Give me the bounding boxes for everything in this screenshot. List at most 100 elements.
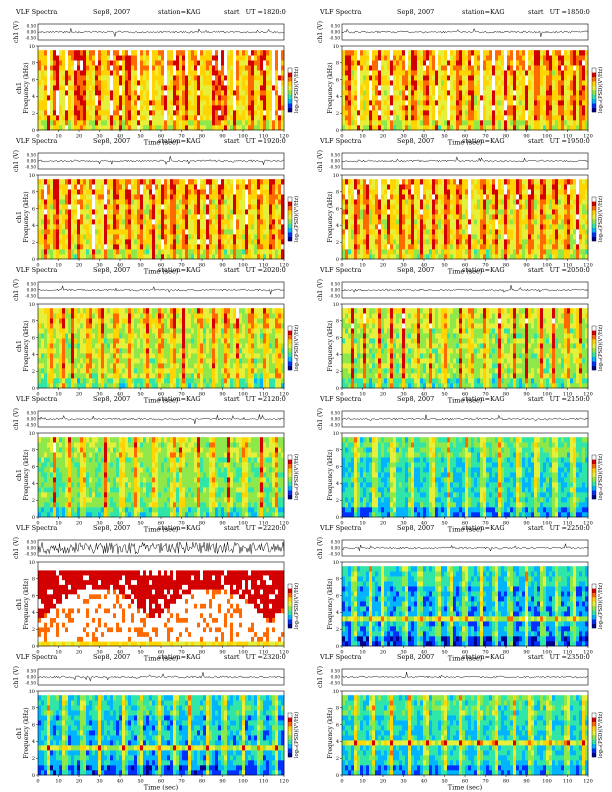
spectrogram-cell [191,105,195,111]
spectrogram-cell [354,50,358,56]
spectrogram-cell [345,224,349,230]
spectrogram-cell [531,125,535,131]
spectrogram-cell [74,75,78,81]
spectrogram-cell [402,184,406,190]
spectrogram-cell [56,65,60,71]
spectrogram-cell [447,60,451,66]
spectrogram-cell [495,234,499,240]
spectrogram-cell [125,65,129,71]
spectrogram-cell [89,214,93,220]
spectrogram-cell [483,50,487,56]
spectrogram-cell [203,219,207,225]
spectrogram-cell [110,249,114,255]
spectrogram-cell [77,249,81,255]
spectrogram-cell [462,189,466,195]
spectrogram-cell [369,70,373,76]
spectrogram-cell [432,194,436,200]
spectrogram-cell [134,95,138,101]
spectrogram-cell [191,85,195,91]
spectrogram-cell [170,60,174,66]
spectrogram-cell [348,179,352,185]
spectrogram-cell [381,199,385,205]
spectrogram-cell [402,204,406,210]
spectrogram-cell [224,90,228,96]
spectrogram-cell [411,85,415,91]
spectrogram-cell [570,80,574,86]
spectrogram-cell [116,204,120,210]
spectrogram-cell [125,254,129,260]
spectrogram-cell [101,244,105,250]
spectrogram-cell [257,100,261,106]
spectrogram-cell [405,199,409,205]
spectrogram-cell [71,50,75,56]
spectrogram-cell [384,55,388,61]
spectrogram-cell [453,95,457,101]
spectrogram-cell [218,209,222,215]
spectrogram-cell [92,85,96,91]
x-tick-label: 10 [55,134,61,140]
spectrogram-cell [369,229,373,235]
spectrogram-cell [98,75,102,81]
spectrogram-cell [411,70,415,76]
spectrogram-cell [351,75,355,81]
spectrogram-cell [170,70,174,76]
spectrogram-cell [65,229,69,235]
spectrogram-cell [221,194,225,200]
spectrogram-cell [233,194,237,200]
spectrogram-cell [50,214,54,220]
spectrogram-cell [44,115,48,121]
spectrogram-cell [56,224,60,230]
spectrogram-cell [266,229,270,235]
spectrogram-cell [71,70,75,76]
spectrogram-cell [215,179,219,185]
spectrogram-cell [179,80,183,86]
spectrogram-cell [98,249,102,255]
spectrogram-cell [450,189,454,195]
spectrogram-cell [224,229,228,235]
spectrogram-cell [468,224,472,230]
spectrogram-cell [77,60,81,66]
spectrogram-cell [471,219,475,225]
spectrogram-cell [92,244,96,250]
y-tick-label: 10 [29,44,35,50]
spectrogram-cell [179,115,183,121]
spectrogram-cell [342,239,346,245]
spectrogram-cell [513,60,517,66]
spectrogram-cell [83,75,87,81]
spectrogram-cell [552,100,556,106]
spectrogram-cell [53,55,57,61]
spectrogram-cell [390,75,394,81]
spectrogram-cell [164,209,168,215]
spectrogram-cell [357,105,361,111]
spectrogram-cell [80,224,84,230]
spectrogram-cell [269,229,273,235]
spectrogram-cell [194,249,198,255]
spectrogram-cell [387,95,391,101]
spectrogram-cell [62,234,66,240]
spectrogram-cell [56,204,60,210]
spectrogram-cell [83,60,87,66]
spectrogram-cell [266,254,270,260]
spectrogram-cell [462,50,466,56]
spectrogram-cell [429,244,433,250]
spectrogram-cell [402,55,406,61]
spectrogram-cell [498,110,502,116]
spectrogram-cell [447,199,451,205]
waveform-axis-label: ch1 (V) [317,21,324,43]
spectrogram-cell [257,239,261,245]
spectrogram-cell [375,179,379,185]
spectrogram-cell [233,224,237,230]
spectrogram-cell [498,249,502,255]
spectrogram-cell [540,115,544,121]
waveform-axis-label: ch1 (V) [13,150,20,172]
spectrogram-cell [486,184,490,190]
panel-start-time: start UT =1950:0 [528,137,590,145]
spectrogram-cell [119,234,123,240]
ut-label: UT = [547,8,567,16]
spectrogram-cell [248,105,252,111]
spectrogram-cell [212,214,216,220]
spectrogram-cell [447,234,451,240]
spectrogram-cell [465,194,469,200]
spectrogram-cell [420,105,424,111]
spectrogram-cell [366,249,370,255]
